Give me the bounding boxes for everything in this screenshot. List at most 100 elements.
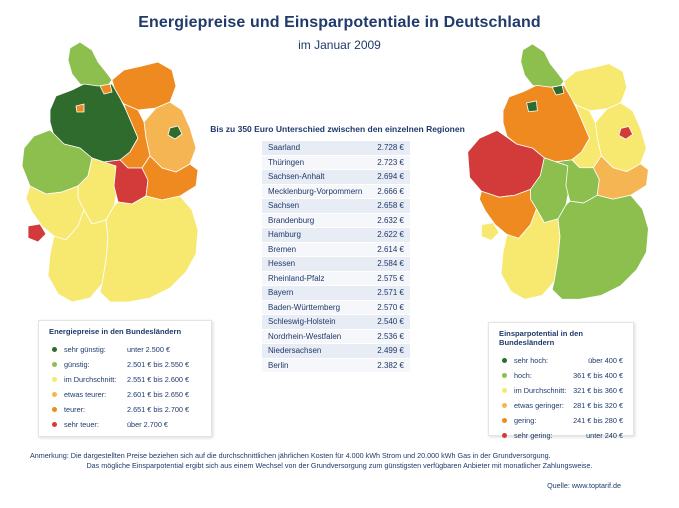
ranking-price: 2.658 € xyxy=(368,198,410,214)
energy-price-legend: Energiepreise in den Bundesländern sehr … xyxy=(38,320,212,437)
savings-legend: Einsparpotential in den Bundesländern se… xyxy=(488,322,634,440)
ranking-state: Sachsen xyxy=(262,198,369,214)
ranking-state: Bremen xyxy=(262,242,369,257)
ranking-state: Mecklenburg-Vorpommern xyxy=(262,184,369,199)
legend-range: 321 € bis 360 € xyxy=(573,386,623,395)
legend-label: sehr hoch: xyxy=(514,356,549,365)
ranking-price: 2.666 € xyxy=(368,184,410,199)
map-right-mecklenburg-vorpommern xyxy=(563,63,628,112)
map-left-schleswig-holstein xyxy=(67,41,113,89)
ranking-state: Nordrhein-Westfalen xyxy=(262,329,369,344)
ranking-row: Hamburg 2.622 € xyxy=(262,227,410,243)
map-right-bayern xyxy=(551,194,649,300)
legend-color-dot-icon xyxy=(52,407,57,412)
legend-range: unter 240 € xyxy=(586,431,623,440)
legend-item: sehr gering: unter 240 € xyxy=(489,428,633,443)
ranking-row: Berlin 2.382 € xyxy=(262,358,410,373)
legend-range: 2.551 € bis 2.600 € xyxy=(127,375,190,384)
legend-label: sehr teuer: xyxy=(64,420,99,429)
ranking-price: 2.536 € xyxy=(368,329,410,344)
legend-item: sehr teuer: über 2.700 € xyxy=(39,417,211,432)
legend-item: etwas geringer: 281 € bis 320 € xyxy=(489,398,633,413)
map-right-schleswig-holstein xyxy=(520,43,565,90)
legend-color-dot-icon xyxy=(52,377,57,382)
legend-color-dot-icon xyxy=(502,358,507,363)
ranking-state: Hessen xyxy=(262,256,369,272)
ranking-state: Sachsen-Anhalt xyxy=(262,169,369,185)
ranking-state: Baden-Württemberg xyxy=(262,300,369,315)
ranking-state: Hamburg xyxy=(262,227,369,243)
legend-label: hoch: xyxy=(514,371,532,380)
legend-color-dot-icon xyxy=(52,362,57,367)
ranking-row: Mecklenburg-Vorpommern 2.666 € xyxy=(262,184,410,199)
ranking-price: 2.614 € xyxy=(368,242,410,257)
legend-item: im Durchschnitt: 2.551 € bis 2.600 € xyxy=(39,372,211,387)
map-left-saarland xyxy=(27,223,47,243)
map-right-bremen xyxy=(526,100,538,113)
map-left-hamburg xyxy=(99,83,113,95)
legend-range: 2.601 € bis 2.650 € xyxy=(127,390,190,399)
legend-range: 2.651 € bis 2.700 € xyxy=(127,405,190,414)
ranking-row: Bayern 2.571 € xyxy=(262,285,410,301)
legend-item: im Durchschnitt: 321 € bis 360 € xyxy=(489,383,633,398)
price-ranking-table: Saarland 2.728 € Thüringen 2.723 € Sachsen-A… xyxy=(262,141,410,373)
legend-label: teurer: xyxy=(64,405,86,414)
source-credit: Quelle: www.toptarif.de xyxy=(547,481,621,490)
legend-range: unter 2.500 € xyxy=(127,345,171,354)
legend-color-dot-icon xyxy=(52,347,57,352)
page-title: Energiepreise und Einsparpotentiale in D… xyxy=(138,14,541,31)
footnote-line-1: Anmerkung: Die dargestellten Preise bezi… xyxy=(30,451,551,460)
ranking-row: Bremen 2.614 € xyxy=(262,242,410,257)
savings-potential-map xyxy=(467,43,649,300)
legend-label: etwas teurer: xyxy=(64,390,107,399)
legend-color-dot-icon xyxy=(52,392,57,397)
legend-label: im Durchschnitt: xyxy=(64,375,117,384)
legend-range: 2.501 € bis 2.550 € xyxy=(127,360,190,369)
ranking-row: Brandenburg 2.632 € xyxy=(262,213,410,228)
legend-item: sehr hoch: über 400 € xyxy=(489,353,633,368)
ranking-row: Thüringen 2.723 € xyxy=(262,155,410,170)
legend-color-dot-icon xyxy=(502,388,507,393)
legend-item: hoch: 361 € bis 400 € xyxy=(489,368,633,383)
ranking-row: Niedersachsen 2.499 € xyxy=(262,343,410,359)
legend-label: sehr gering: xyxy=(514,431,553,440)
legend-label: gering: xyxy=(514,416,537,425)
map-left-bayern xyxy=(99,195,199,303)
legend-range: über 400 € xyxy=(588,356,623,365)
savings-legend-title: Einsparpotential in den Bundesländern xyxy=(499,329,583,347)
legend-item: gering: 241 € bis 280 € xyxy=(489,413,633,428)
map-right-saarland xyxy=(481,222,500,241)
ranking-state: Brandenburg xyxy=(262,213,369,228)
legend-label: günstig: xyxy=(64,360,90,369)
ranking-price: 2.728 € xyxy=(368,141,410,156)
ranking-row: Rheinland-Pfalz 2.575 € xyxy=(262,271,410,286)
ranking-row: Nordrhein-Westfalen 2.536 € xyxy=(262,329,410,344)
legend-item: teurer: 2.651 € bis 2.700 € xyxy=(39,402,211,417)
map-right-berlin xyxy=(618,126,634,140)
legend-label: etwas geringer: xyxy=(514,401,564,410)
energy-price-map xyxy=(21,41,199,303)
legend-range: 361 € bis 400 € xyxy=(573,371,623,380)
legend-color-dot-icon xyxy=(502,403,507,408)
legend-range: 281 € bis 320 € xyxy=(573,401,623,410)
legend-range: über 2.700 € xyxy=(127,420,168,429)
ranking-price: 2.382 € xyxy=(368,358,410,373)
ranking-price: 2.723 € xyxy=(368,155,410,170)
ranking-price: 2.622 € xyxy=(368,227,410,243)
ranking-row: Saarland 2.728 € xyxy=(262,141,410,156)
ranking-row: Schleswig-Holstein 2.540 € xyxy=(262,314,410,330)
map-left-berlin xyxy=(167,125,183,140)
ranking-row: Sachsen-Anhalt 2.694 € xyxy=(262,169,410,185)
ranking-row: Sachsen 2.658 € xyxy=(262,198,410,214)
energy-price-legend-title: Energiepreise in den Bundesländern xyxy=(49,327,182,336)
legend-color-dot-icon xyxy=(502,418,507,423)
legend-item: etwas teurer: 2.601 € bis 2.650 € xyxy=(39,387,211,402)
ranking-state: Berlin xyxy=(262,358,369,373)
ranking-price: 2.575 € xyxy=(368,271,410,286)
ranking-row: Baden-Württemberg 2.570 € xyxy=(262,300,410,315)
ranking-state: Niedersachsen xyxy=(262,343,369,359)
legend-item: günstig: 2.501 € bis 2.550 € xyxy=(39,357,211,372)
legend-range: 241 € bis 280 € xyxy=(573,416,623,425)
ranking-price: 2.584 € xyxy=(368,256,410,272)
map-right-sachsen xyxy=(593,155,649,200)
